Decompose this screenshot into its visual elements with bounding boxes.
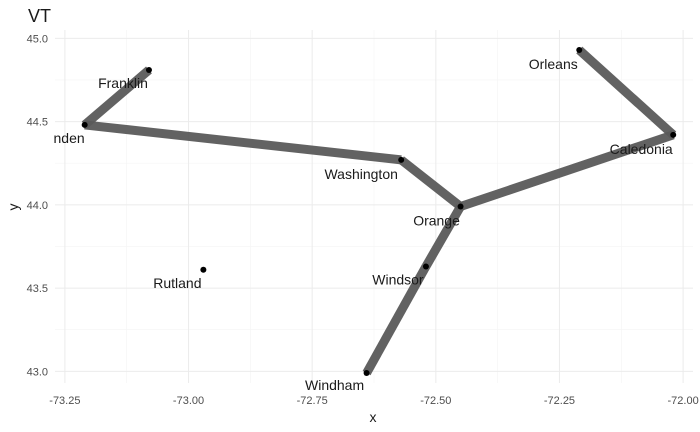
major-gridlines [55, 30, 693, 383]
label-windham: Windham [305, 377, 364, 393]
node-orange [457, 203, 464, 210]
x-tick-label: -72.75 [297, 395, 328, 407]
y-tick-label: 44.5 [27, 117, 48, 129]
y-tick-label: 45.0 [27, 33, 48, 45]
label-orleans: Orleans [529, 56, 578, 72]
node-franklin [145, 66, 152, 73]
node-labels: nden Franklin Washington Orange Orleans Caled… [54, 56, 673, 393]
edge-washington-orange [398, 156, 464, 211]
x-tick-label: -73.00 [173, 395, 204, 407]
label-addison: nden [54, 130, 85, 146]
x-tick-label: -72.25 [544, 395, 575, 407]
node-rutland [200, 266, 207, 273]
node-addison [81, 121, 88, 128]
network-nodes [81, 46, 677, 377]
y-tick-label: 43.0 [27, 366, 48, 378]
node-caledonia [670, 131, 677, 138]
node-windham [363, 370, 370, 377]
x-tick-label: -72.00 [668, 395, 699, 407]
x-tick-label: -72.50 [420, 395, 451, 407]
y-axis-title: y [5, 204, 21, 211]
network-edges [81, 46, 677, 376]
x-axis-title: x [370, 409, 377, 425]
node-windsor [422, 263, 429, 270]
label-washington: Washington [324, 166, 397, 182]
node-orleans [576, 46, 583, 53]
label-franklin: Franklin [98, 75, 148, 91]
label-rutland: Rutland [153, 275, 201, 291]
node-washington [398, 156, 405, 163]
y-tick-labels: 43.0 43.5 44.0 44.5 45.0 [27, 33, 48, 378]
x-tick-labels: -73.25 -73.00 -72.75 -72.50 -72.25 -72.00 [49, 395, 698, 407]
y-tick-label: 44.0 [27, 200, 48, 212]
label-windsor: Windsor [372, 271, 424, 287]
label-caledonia: Caledonia [610, 141, 673, 157]
label-orange: Orange [413, 213, 460, 229]
minor-gridlines [55, 30, 693, 383]
chart-title: VT [28, 6, 51, 26]
edge-windsor-windham [362, 264, 430, 376]
y-tick-label: 43.5 [27, 283, 48, 295]
edge-orange-caledonia [459, 130, 675, 211]
edge-addison-washington [84, 120, 402, 165]
edge-caledonia-orleans [576, 46, 677, 139]
edge-franklin-addison [81, 66, 152, 129]
x-tick-label: -73.25 [49, 395, 80, 407]
edge-orange-windsor [422, 204, 465, 269]
